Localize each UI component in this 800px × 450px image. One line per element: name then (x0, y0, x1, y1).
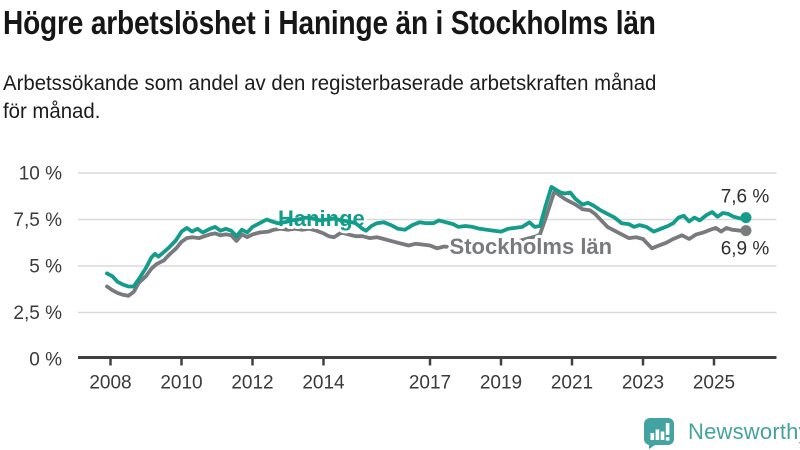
x-tick-label: 2023 (622, 373, 664, 394)
newsworthy-brand-text: Newsworthy (688, 419, 800, 444)
x-tick-label: 2010 (160, 373, 202, 394)
end-value-label: 6,9 % (721, 239, 770, 260)
subtitle-line-1: Arbetssökande som andel av den registerb… (3, 72, 657, 95)
haninge-line (105, 185, 748, 289)
x-tick-label: 2021 (551, 373, 593, 394)
x-tick-label: 2017 (409, 373, 451, 394)
unemployment-line-chart: 2008 2010 2012 2014 2017 2019 2021 2023 2025 0 % 2… (13, 164, 777, 394)
y-tick-label: 2,5 % (13, 303, 62, 324)
end-value-label: 7,6 % (721, 187, 770, 208)
y-tick-label: 5 % (29, 257, 62, 278)
x-tick-label: 2019 (480, 373, 522, 394)
series-label: Stockholms län (450, 234, 613, 259)
x-tick-label: 2012 (231, 373, 273, 394)
y-tick-label: 0 % (29, 350, 62, 371)
page-title: Högre arbetslöshet i Haninge än i Stockh… (3, 4, 656, 41)
subtitle-line-2: för månad. (3, 100, 101, 123)
x-tick-label: 2008 (89, 373, 131, 394)
x-tick-label: 2014 (302, 373, 345, 394)
x-tick-label: 2025 (693, 373, 735, 394)
y-tick-label: 10 % (19, 164, 62, 185)
bar-chart-speech-bubble-icon (644, 418, 674, 449)
stockholm-line (105, 189, 748, 298)
y-tick-label: 7,5 % (13, 210, 62, 231)
chart-subtitle: Arbetssökande som andel av den registerb… (3, 70, 656, 126)
stockholm-end-dot (740, 225, 752, 237)
newsworthy-logo: Newsworthy (643, 415, 800, 449)
haninge-end-dot (740, 212, 752, 224)
